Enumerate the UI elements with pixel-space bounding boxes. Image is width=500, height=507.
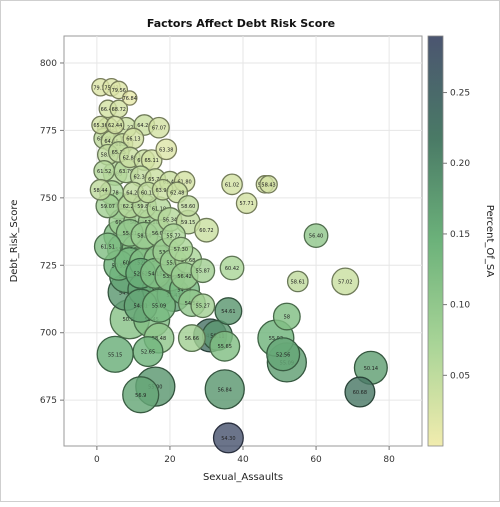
bubble-label: 58 xyxy=(284,315,290,321)
bubble-label: 55.09 xyxy=(152,304,166,310)
colorbar xyxy=(428,36,443,446)
y-axis-ticks: 675 700 725 750 775 800 xyxy=(40,59,64,406)
bubble-label: 65.36 xyxy=(93,123,107,129)
bubble-label: 65.11 xyxy=(145,158,159,164)
bubble-label: 56.66 xyxy=(185,336,199,342)
bubble-label: 58.43 xyxy=(261,182,275,188)
bubble-label: 58.61 xyxy=(291,279,305,285)
bubble-label: 57.02 xyxy=(338,279,352,285)
bubble-label: 55.87 xyxy=(196,269,210,275)
bubble-label: 66.13 xyxy=(126,137,140,143)
bubble-label: 61.02 xyxy=(225,182,239,188)
bubble-label: 61.52 xyxy=(97,169,111,175)
bubble-label: 58.60 xyxy=(181,204,195,210)
y-tick-label: 800 xyxy=(40,59,57,69)
y-tick-label: 750 xyxy=(40,194,57,204)
colorbar-tick-label: 0.15 xyxy=(450,230,470,240)
y-axis-label: Debt_Risk_Score xyxy=(9,200,20,283)
bubble-label: 55.65 xyxy=(218,344,232,350)
bubble-label: 59.15 xyxy=(181,220,195,226)
bubble-label: 54.61 xyxy=(221,309,235,315)
bubble-label: 62.44 xyxy=(108,123,122,129)
bubble-label: 63.38 xyxy=(159,147,173,153)
bubble-label: 52.56 xyxy=(276,352,290,358)
y-tick-label: 700 xyxy=(40,329,57,339)
x-tick-label: 80 xyxy=(383,455,395,465)
bubble-label: 54.30 xyxy=(221,436,235,442)
bubble-label: 61.51 xyxy=(101,244,115,250)
bubble-label: 67.07 xyxy=(152,126,166,132)
x-tick-label: 20 xyxy=(164,455,176,465)
x-tick-label: 60 xyxy=(310,455,322,465)
colorbar-tick-label: 0.20 xyxy=(450,159,470,169)
chart-title: Factors Affect Debt Risk Score xyxy=(147,17,335,30)
x-tick-label: 0 xyxy=(94,455,100,465)
colorbar-tick-label: 0.10 xyxy=(450,301,470,311)
bubble-label: 56.42 xyxy=(177,274,191,280)
y-tick-label: 725 xyxy=(40,261,57,271)
bubble-label: 57.71 xyxy=(239,201,253,207)
colorbar-tick-label: 0.05 xyxy=(450,371,470,381)
bubble-label: 62.48 xyxy=(170,190,184,196)
bubble-label: 56.84 xyxy=(218,387,232,393)
bubble-label: 55.27 xyxy=(196,304,210,310)
bubble-label: 58.44 xyxy=(93,188,107,194)
colorbar-ticks: 0.05 0.10 0.15 0.20 0.25 xyxy=(443,89,470,382)
bubble-label: 56.34 xyxy=(163,217,177,223)
colorbar-label: Percent_Of_SA xyxy=(484,205,495,278)
x-axis-label: Sexual_Assaults xyxy=(203,472,283,483)
x-tick-label: 40 xyxy=(237,455,249,465)
bubble-label: 68.72 xyxy=(112,107,126,113)
x-axis-ticks: 0 20 40 60 80 xyxy=(94,446,395,465)
bubble-label: 76.84 xyxy=(123,96,137,102)
bubble-label: 56.9 xyxy=(135,393,146,399)
bubble-label: 57.30 xyxy=(174,247,188,253)
bubble-label: 50.14 xyxy=(364,366,378,372)
y-tick-label: 675 xyxy=(40,396,57,406)
bubble-label: 56.40 xyxy=(309,234,323,240)
y-tick-label: 775 xyxy=(40,126,57,136)
bubble-label: 52.65 xyxy=(141,350,155,356)
bubble-label: 60.42 xyxy=(225,266,239,272)
bubble-label: 59.07 xyxy=(101,204,115,210)
bubble-label: 79.56 xyxy=(112,88,126,94)
bubble-label: 60.68 xyxy=(353,390,367,396)
bubble-label: 55.15 xyxy=(108,352,122,358)
bubble-label: 60.72 xyxy=(199,228,213,234)
colorbar-tick-label: 0.25 xyxy=(450,89,470,99)
